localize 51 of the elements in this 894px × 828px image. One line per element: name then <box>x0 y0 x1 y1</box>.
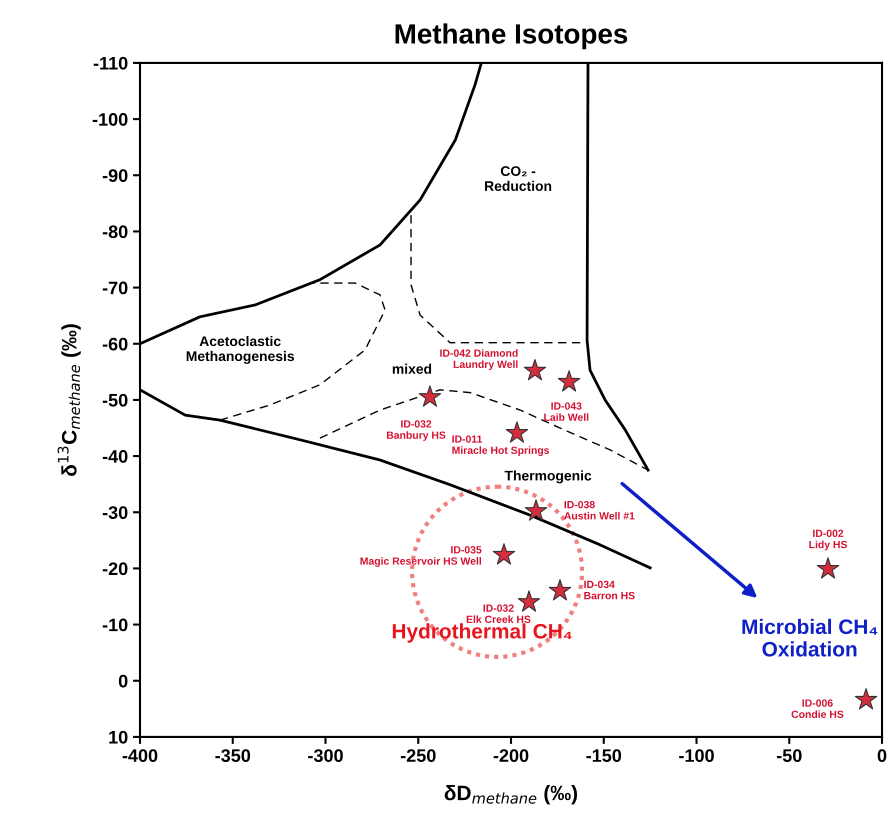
y-tick-label: 0 <box>118 674 128 688</box>
x-tick-label: -350 <box>215 749 250 762</box>
annotation: mixed <box>392 364 432 374</box>
y-tick-label: -90 <box>102 169 128 182</box>
chart-title: Methane Isotopes <box>396 23 628 50</box>
annotation: Microbial CH₄ Oxidation <box>742 618 878 657</box>
y-tick-label: -40 <box>102 450 128 463</box>
annotation: Acetoclastic Methanogenesis <box>186 336 294 364</box>
annotation: ID-006 Condie HS <box>792 699 844 718</box>
y-axis-title: δ$^{13}$C$_{methane}$ (‰) <box>58 324 81 476</box>
y-tick-label: -100 <box>92 113 128 126</box>
annotation: ID-035 Magic Reservoir HS Well <box>360 546 482 567</box>
annotation: ID-038 Austin Well #1 <box>564 500 635 520</box>
annotation: ID-032 Elk Creek HS <box>466 604 530 624</box>
annotation: ID-002 Lidy HS <box>809 530 848 550</box>
annotation: ID-034 Barron HS <box>584 580 635 600</box>
x-tick-label: -100 <box>679 749 714 762</box>
annotation: ID-032 Banbury HS <box>386 420 446 441</box>
annotation: ID-011 Miracle Hot Springs <box>452 435 550 456</box>
point <box>506 421 528 443</box>
x-tick-label: -300 <box>308 749 343 762</box>
y-tick-label: -50 <box>102 394 128 407</box>
point <box>518 590 540 612</box>
x-tick-label: 0 <box>878 749 886 762</box>
x-axis-title: δD$_{methane}$ (‰) <box>444 785 578 804</box>
x-tick-label: -200 <box>494 749 528 762</box>
y-tick-label: 10 <box>109 730 128 744</box>
annotation: Thermogenic <box>504 470 592 484</box>
y-tick-label: -110 <box>94 56 128 70</box>
annotation: ID-043 Laib Well <box>544 402 588 421</box>
x-tick-label: -250 <box>400 749 436 762</box>
y-tick-label: -30 <box>102 506 128 519</box>
y-tick-label: -80 <box>102 225 128 238</box>
x-tick-label: -400 <box>122 749 158 762</box>
point <box>854 688 878 710</box>
y-tick-label: -70 <box>102 282 128 294</box>
point <box>524 499 548 521</box>
y-tick-label: -10 <box>102 618 128 632</box>
y-tick-label: -60 <box>102 338 128 350</box>
annotation: Hydrothermal CH₄ <box>392 623 572 643</box>
point <box>492 543 516 565</box>
point <box>558 370 580 392</box>
point <box>524 358 546 380</box>
point <box>418 385 442 407</box>
annotation: ID-042 Diamond Laundry Well <box>440 349 518 370</box>
x-tick-label: -50 <box>776 749 802 762</box>
point <box>816 557 840 579</box>
y-tick-label: -20 <box>102 562 128 576</box>
annotation: CO₂ - Reduction <box>485 166 552 191</box>
point <box>548 579 572 601</box>
x-tick-label: -150 <box>586 749 622 762</box>
